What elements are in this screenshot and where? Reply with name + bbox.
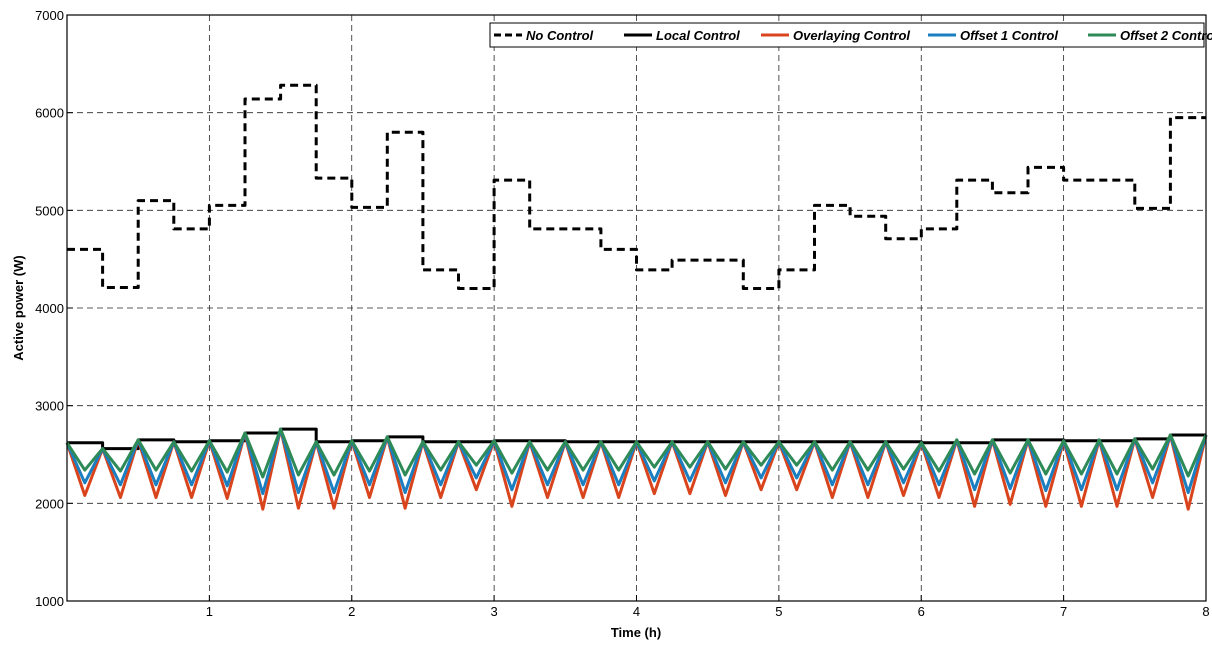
legend-label-offset2-control: Offset 2 Control	[1120, 28, 1212, 43]
legend-label-local-control: Local Control	[656, 28, 740, 43]
legend-box	[489, 22, 1205, 48]
y-tick-label: 5000	[35, 203, 64, 218]
x-tick-label: 8	[1202, 604, 1209, 619]
legend: No Control Local Control Overlaying Contro…	[489, 22, 1212, 48]
x-tick-label: 1	[206, 604, 213, 619]
series-line-offset2-control	[65, 427, 1208, 479]
axis-ticks: 1 2 3 4 5 6 7 8 1000 2000 3000 4000 5000 6000 7000	[35, 8, 1210, 619]
series-line-no-control	[67, 83, 1206, 290]
legend-label-no-control: No Control	[526, 28, 594, 43]
x-tick-label: 2	[348, 604, 355, 619]
y-tick-label: 2000	[35, 496, 64, 511]
y-tick-label: 7000	[35, 8, 64, 23]
y-tick-label: 1000	[35, 594, 64, 609]
x-tick-label: 4	[633, 604, 640, 619]
legend-label-overlaying-control: Overlaying Control	[793, 28, 910, 43]
x-tick-label: 7	[1060, 604, 1067, 619]
y-tick-label: 3000	[35, 399, 64, 414]
x-tick-label: 3	[491, 604, 498, 619]
y-tick-label: 6000	[35, 106, 64, 121]
y-axis-label: Active power (W)	[11, 255, 26, 360]
x-axis-label: Time (h)	[611, 625, 661, 640]
x-tick-label: 6	[918, 604, 925, 619]
grid	[67, 15, 1206, 601]
x-tick-label: 5	[775, 604, 782, 619]
y-tick-label: 4000	[35, 301, 64, 316]
plot-area	[65, 83, 1208, 511]
legend-label-offset1-control: Offset 1 Control	[960, 28, 1058, 43]
